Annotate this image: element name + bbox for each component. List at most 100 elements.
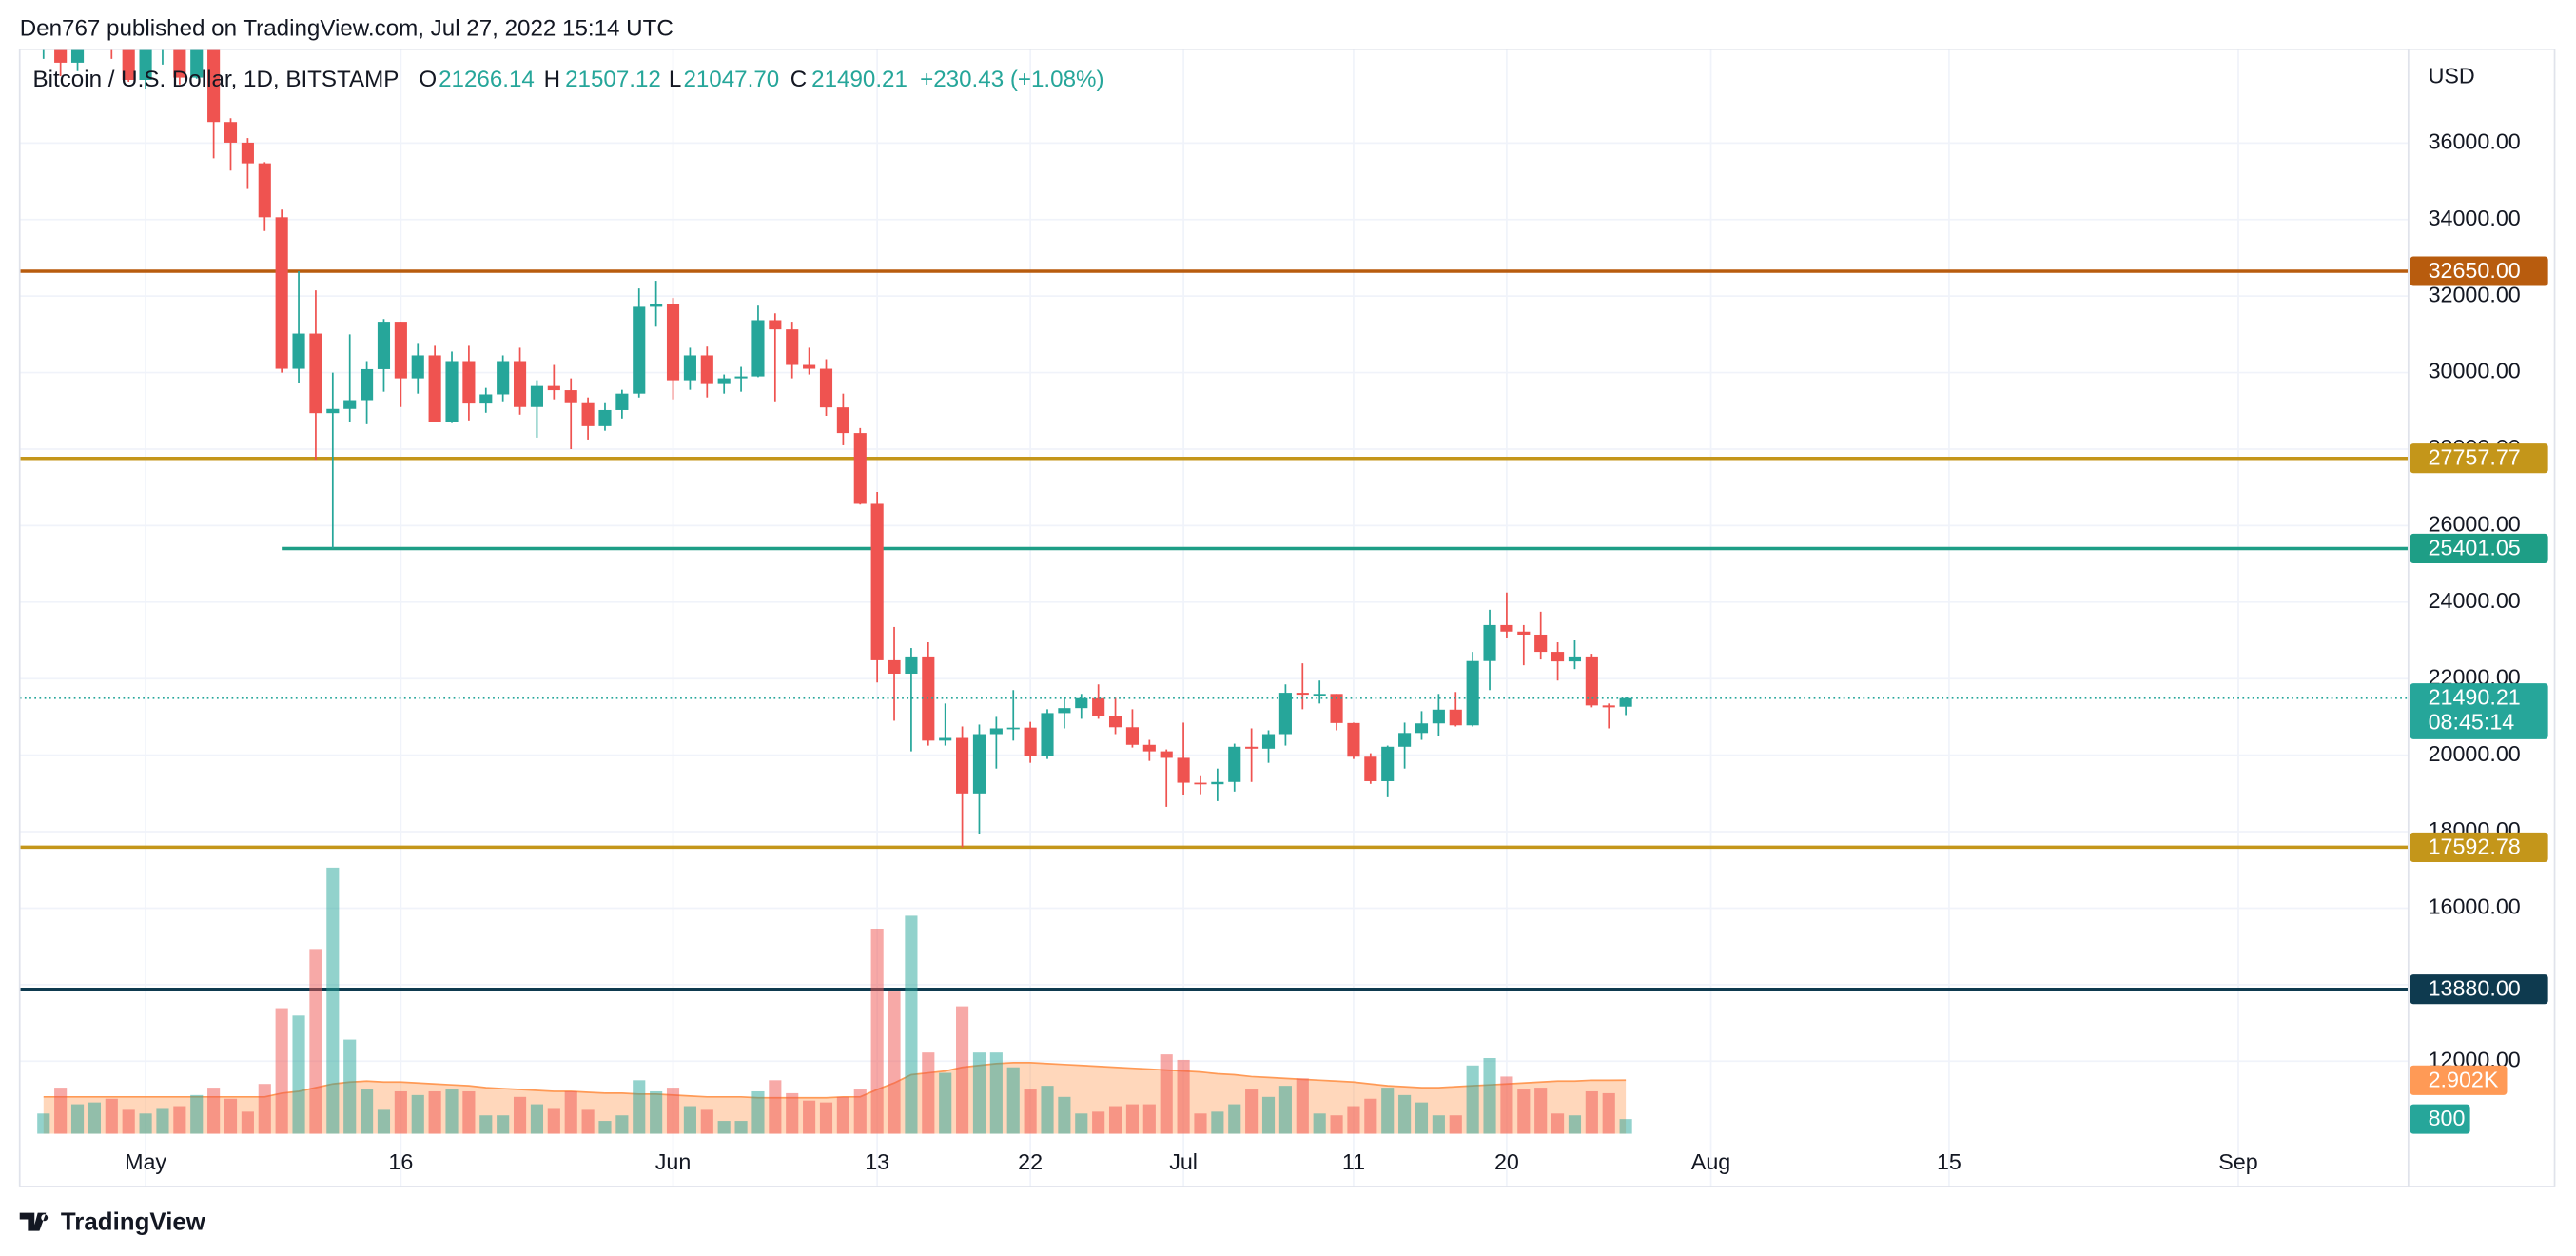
candle-body [1381, 746, 1395, 781]
volume-bar [275, 1008, 288, 1134]
candle-body [1313, 694, 1326, 697]
open-label: O [419, 67, 437, 92]
candle-body [922, 656, 935, 741]
volume-bar [445, 1089, 459, 1134]
candle-body [1330, 694, 1343, 723]
candle-body [513, 361, 527, 407]
level-box [2410, 832, 2548, 862]
candle-body [190, 49, 204, 78]
volume-bar [497, 1115, 510, 1134]
volume-bar [564, 1090, 577, 1134]
volume-bar [786, 1092, 799, 1134]
volume-bar [88, 1102, 101, 1134]
close-label: C [790, 67, 807, 92]
volume-bar [905, 915, 918, 1134]
level-label: 17592.78 [2429, 834, 2521, 858]
x-tick-label: 16 [388, 1149, 413, 1174]
volume-bar [241, 1111, 254, 1134]
open-value: 21266.14 [439, 67, 535, 92]
logo-mark [19, 1212, 49, 1231]
candle-body [836, 407, 849, 434]
candle-body [1142, 744, 1156, 752]
candle-body [1160, 751, 1173, 758]
level-label: 32650.00 [2429, 258, 2521, 283]
candle-body [361, 368, 374, 401]
candle-body [1058, 708, 1071, 714]
symbol-title: Bitcoin / U.S. Dollar, 1D, BITSTAMP [33, 67, 400, 92]
change-value: +230.43 (+1.08%) [920, 67, 1103, 92]
volume-bar [1006, 1067, 1020, 1134]
y-tick-label: 24000.00 [2429, 588, 2521, 613]
volume-bar [156, 1108, 169, 1134]
volume-bar [615, 1115, 629, 1134]
candle-body [819, 368, 833, 408]
candle-body [956, 737, 969, 794]
volume-bar [513, 1096, 527, 1134]
publisher: Den767 published on TradingView.com, Jul… [20, 15, 673, 41]
volume-bar [972, 1052, 986, 1134]
candle-body [666, 304, 680, 381]
x-tick-label: Aug [1691, 1149, 1730, 1174]
candle-body [1261, 734, 1276, 749]
candle-body [717, 378, 731, 384]
candle-body [1602, 705, 1615, 708]
x-tick-label: 15 [1937, 1149, 1961, 1174]
volume-bar [633, 1080, 646, 1134]
candle-body [1619, 697, 1632, 707]
last-price-label: 21490.21 [2429, 685, 2521, 710]
volume-bar [922, 1052, 935, 1134]
candle-body [1466, 660, 1479, 726]
volume-bar [1245, 1089, 1259, 1134]
y-tick-label: 20000.00 [2429, 741, 2521, 766]
volume-bar [1449, 1115, 1462, 1134]
candle-body [1092, 697, 1105, 716]
candle-body [309, 333, 322, 414]
candle-body [1517, 631, 1531, 635]
level-box [2410, 443, 2548, 474]
candle-body [122, 49, 135, 80]
volume-bar [1041, 1086, 1054, 1134]
volume-bar [1330, 1115, 1343, 1134]
volume-bar [1500, 1076, 1513, 1134]
level-label: 25401.05 [2429, 535, 2521, 559]
volume-bar [683, 1106, 696, 1134]
volume-bar [139, 1113, 152, 1134]
volume-bar [1177, 1059, 1190, 1134]
volume-bar [888, 991, 901, 1134]
x-tick-label: Jul [1169, 1149, 1198, 1174]
volume-bar [462, 1090, 476, 1134]
candle-body [547, 385, 560, 391]
candle-body [258, 163, 271, 218]
volume-label: 2.902K [2429, 1067, 2499, 1091]
volume-bar [1261, 1096, 1276, 1134]
y-tick-label: 26000.00 [2429, 512, 2521, 537]
volume-bar [70, 1104, 85, 1134]
candle-body [888, 659, 901, 674]
candle-body [853, 433, 867, 504]
candle-body [530, 385, 544, 407]
volume-bar [1381, 1088, 1395, 1134]
volume-bar [1619, 1119, 1632, 1134]
volume-bar [1602, 1092, 1615, 1134]
candle-body [650, 304, 663, 307]
volume-bar [428, 1090, 441, 1134]
candle-body [1568, 656, 1582, 662]
volume-bar [1551, 1113, 1565, 1134]
volume-bar [1092, 1111, 1105, 1134]
labels: 32650.00 27757.77 25401.05 17592.78 13880.00… [2410, 256, 2548, 1134]
volume-bar [258, 1084, 271, 1134]
candle-body [633, 306, 646, 394]
y-tick-label: 36000.00 [2429, 128, 2521, 153]
low-label: L [669, 67, 681, 92]
volume-bar [309, 949, 322, 1134]
candle-body [1432, 709, 1445, 724]
candle-body [1347, 722, 1360, 757]
level-box [2410, 256, 2548, 286]
candle-body [377, 322, 391, 369]
candle-body [207, 49, 221, 123]
candle-body [275, 217, 288, 369]
volume-bar [377, 1109, 391, 1134]
candle-body [700, 355, 713, 384]
